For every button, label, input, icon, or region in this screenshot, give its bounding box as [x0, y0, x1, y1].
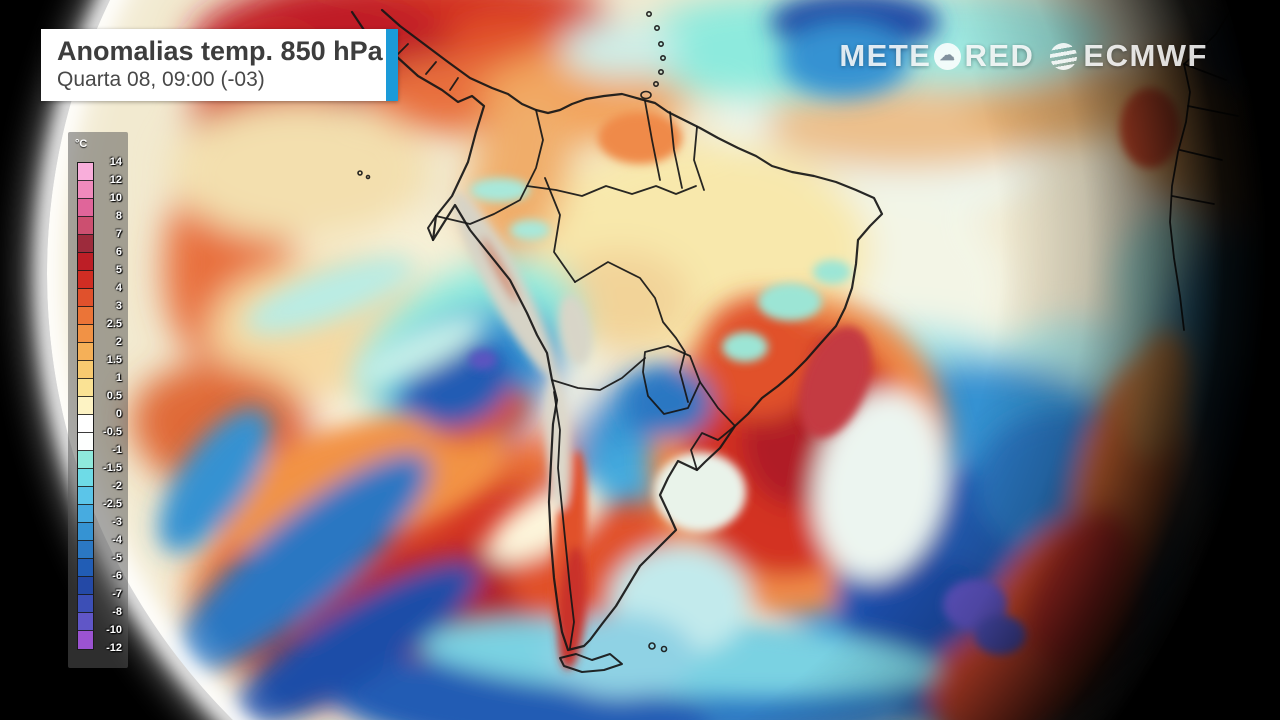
legend-tick-label: -1.5 [103, 462, 122, 474]
legend-tick-label: 8 [115, 210, 122, 222]
legend-tick-label: -2.5 [103, 498, 122, 510]
legend-color-step [78, 379, 93, 397]
legend-tick-label: -3 [112, 516, 122, 528]
legend-labels: 14 12 10 8 7 6 5 4 3 2.5 2 1.5 1 0.5 0 -0.5 -1 -1.5 -2 -2.5… [96, 156, 124, 654]
legend-tick-label: 1.5 [106, 354, 122, 366]
legend-color-bar [77, 162, 94, 650]
legend-color-step [78, 163, 93, 181]
legend-color-step [78, 217, 93, 235]
legend-tick-label: 12 [109, 174, 122, 186]
legend-unit-label: °C [75, 138, 88, 150]
legend-tick-label: 10 [109, 192, 122, 204]
legend-color-step [78, 397, 93, 415]
legend-tick-label: 6 [115, 246, 122, 258]
legend-color-step [78, 469, 93, 487]
legend-color-step [78, 361, 93, 379]
legend-tick-label: 7 [115, 228, 122, 240]
legend-tick-label: -10 [106, 624, 122, 636]
meteored-wordmark-post: RED [964, 38, 1035, 73]
legend-color-step [78, 487, 93, 505]
ecmwf-wordmark: ECMWF [1083, 38, 1208, 73]
legend-tick-label: 1 [115, 372, 122, 384]
legend-color-step [78, 541, 93, 559]
legend-tick-label: 2 [115, 336, 122, 348]
legend-tick-label: 0.5 [106, 390, 122, 402]
legend-tick-label: -5 [112, 552, 122, 564]
legend-color-step [78, 271, 93, 289]
legend-tick-label: -7 [112, 588, 122, 600]
legend-color-step [78, 343, 93, 361]
legend-color-step [78, 325, 93, 343]
legend-tick-label: -6 [112, 570, 122, 582]
legend-tick-label: -1 [112, 444, 122, 456]
title-card: Anomalias temp. 850 hPa Quarta 08, 09:00… [41, 29, 398, 101]
legend-color-step [78, 505, 93, 523]
legend-color-step [78, 613, 93, 631]
legend-tick-label: 5 [115, 264, 122, 276]
legend-color-step [78, 253, 93, 271]
ecmwf-globe-icon [1048, 40, 1080, 72]
forecast-datetime: Quarta 08, 09:00 (-03) [57, 68, 265, 91]
page-title: Anomalias temp. 850 hPa [57, 36, 383, 66]
meteored-wordmark-pre: METE [839, 38, 932, 73]
legend-color-step [78, 523, 93, 541]
color-scale-legend: °C 14 12 10 8 7 6 5 4 3 2.5 2 1.5 1 0.5 0 -0.5 -1 -1.5 -2 -… [68, 132, 128, 668]
legend-color-step [78, 595, 93, 613]
legend-tick-label: -8 [112, 606, 122, 618]
legend-color-step [78, 559, 93, 577]
legend-color-step [78, 199, 93, 217]
legend-tick-label: -2 [112, 480, 122, 492]
legend-color-step [78, 235, 93, 253]
legend-tick-label: -12 [106, 642, 122, 654]
legend-color-step [78, 307, 93, 325]
legend-color-step [78, 415, 93, 433]
legend-tick-label: 2.5 [106, 318, 122, 330]
legend-tick-label: 3 [115, 300, 122, 312]
legend-tick-label: 0 [115, 408, 122, 420]
legend-tick-label: 14 [109, 156, 122, 168]
meteored-o-cloud-icon: ☁ [934, 42, 962, 70]
legend-tick-label: -4 [112, 534, 122, 546]
brand-watermark: METE ☁ RED ECMWF [839, 38, 1208, 74]
legend-color-step [78, 577, 93, 595]
legend-color-step [78, 289, 93, 307]
legend-color-step [78, 181, 93, 199]
legend-tick-label: -0.5 [103, 426, 122, 438]
legend-color-step [78, 433, 93, 451]
legend-color-step [78, 451, 93, 469]
legend-tick-label: 4 [115, 282, 122, 294]
legend-color-step [78, 631, 93, 649]
accent-bar [386, 29, 398, 101]
